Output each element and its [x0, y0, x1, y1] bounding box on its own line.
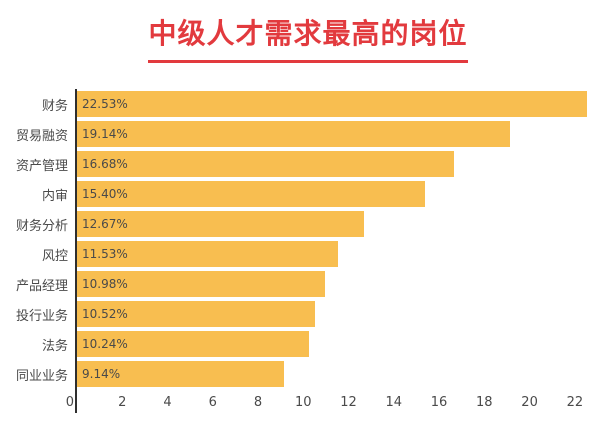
- bar-row: 资产管理 16.68%: [8, 149, 602, 179]
- bar-row: 投行业务 10.52%: [8, 299, 602, 329]
- bar-row: 风控 11.53%: [8, 239, 602, 269]
- x-tick-label: 18: [476, 395, 493, 410]
- x-tick-label: 8: [253, 395, 263, 410]
- category-label: 法务: [41, 338, 68, 354]
- bar-row: 法务 10.24%: [8, 329, 602, 359]
- x-tick-label: 4: [163, 395, 172, 410]
- bar-value-label: 15.40%: [82, 187, 128, 201]
- bar-track: 10.98%: [75, 269, 602, 299]
- bar-value-label: 9.14%: [82, 367, 121, 381]
- bar-value-label: 12.67%: [82, 217, 128, 231]
- bar: 12.67%: [77, 211, 364, 237]
- bar-row: 财务 22.53%: [8, 89, 602, 119]
- category-label: 贸易融资: [15, 128, 68, 144]
- x-axis: 0 2 4 6 8 10 12 14 16 18 20 22: [66, 389, 602, 413]
- category-label: 财务: [41, 98, 68, 114]
- category-label: 同业业务: [15, 368, 68, 384]
- title-wrap: 中级人才需求最高的岗位: [0, 12, 616, 63]
- bar: 15.40%: [77, 181, 426, 207]
- bar-track: 10.24%: [75, 329, 602, 359]
- bar-value-label: 19.14%: [82, 127, 128, 141]
- x-tick-label: 16: [430, 395, 448, 410]
- category-label: 资产管理: [15, 158, 68, 174]
- category-label: 财务分析: [15, 218, 68, 234]
- bar-value-label: 16.68%: [82, 157, 128, 171]
- x-tick-label: 20: [521, 395, 538, 410]
- x-tick-label: 12: [340, 395, 357, 410]
- bar-track: 11.53%: [75, 239, 602, 269]
- bar-track: 22.53%: [75, 89, 602, 119]
- bar-rows: 财务 22.53% 贸易融资 19.14% 资产管理 16.68% 内审 15.40% 财务分析…: [8, 89, 602, 389]
- bar-track: 12.67%: [75, 209, 602, 239]
- bar-row: 同业业务 9.14%: [8, 359, 602, 389]
- x-tick-label: 2: [118, 395, 127, 410]
- bar-row: 内审 15.40%: [8, 179, 602, 209]
- bar-value-label: 10.98%: [82, 277, 128, 291]
- bar-track: 10.52%: [75, 299, 602, 329]
- bar: 11.53%: [77, 241, 338, 267]
- bar: 10.52%: [77, 301, 316, 327]
- bar-value-label: 10.52%: [82, 307, 128, 321]
- bar-track: 19.14%: [75, 119, 602, 149]
- bar-value-label: 22.53%: [82, 97, 128, 111]
- bar-track: 15.40%: [75, 179, 602, 209]
- category-label: 投行业务: [15, 308, 68, 324]
- x-tick-label: 0: [65, 395, 74, 410]
- bar-row: 财务分析 12.67%: [8, 209, 602, 239]
- x-tick-label: 22: [566, 395, 584, 410]
- bar: 9.14%: [77, 361, 284, 387]
- x-tick-label: 10: [295, 395, 312, 410]
- bar-track: 9.14%: [75, 359, 602, 389]
- chart-title: 中级人才需求最高的岗位: [148, 12, 468, 63]
- category-label: 产品经理: [15, 278, 68, 294]
- bar: 22.53%: [77, 91, 587, 117]
- bar: 10.24%: [77, 331, 309, 357]
- bar-row: 产品经理 10.98%: [8, 269, 602, 299]
- bar-row: 贸易融资 19.14%: [8, 119, 602, 149]
- category-label: 风控: [41, 248, 68, 264]
- bar-track: 16.68%: [75, 149, 602, 179]
- bar-chart: 财务 22.53% 贸易融资 19.14% 资产管理 16.68% 内审 15.40% 财务分析…: [8, 89, 602, 413]
- x-tick-label: 14: [385, 395, 403, 410]
- bar-value-label: 10.24%: [82, 337, 128, 351]
- bar-value-label: 11.53%: [82, 247, 128, 261]
- bar: 10.98%: [77, 271, 326, 297]
- bar: 19.14%: [77, 121, 511, 147]
- bar: 16.68%: [77, 151, 455, 177]
- x-tick-label: 6: [208, 395, 217, 410]
- category-label: 内审: [41, 188, 68, 204]
